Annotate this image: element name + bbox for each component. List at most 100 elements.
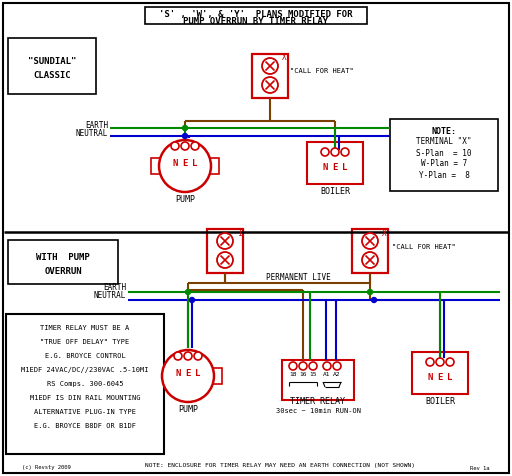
Text: Rev 1a: Rev 1a <box>471 466 490 470</box>
Text: A1: A1 <box>323 373 331 377</box>
Circle shape <box>436 358 444 366</box>
Text: L: L <box>193 159 198 169</box>
FancyBboxPatch shape <box>390 119 498 191</box>
Circle shape <box>368 289 373 295</box>
Circle shape <box>184 352 192 360</box>
Circle shape <box>217 252 233 268</box>
Text: ALTERNATIVE PLUG-IN TYPE: ALTERNATIVE PLUG-IN TYPE <box>34 409 136 415</box>
Text: OVERRUN: OVERRUN <box>44 267 82 276</box>
Text: L: L <box>343 163 348 172</box>
FancyBboxPatch shape <box>252 54 288 98</box>
Circle shape <box>174 352 182 360</box>
Circle shape <box>182 126 187 130</box>
Text: 30sec ~ 10min RUN-ON: 30sec ~ 10min RUN-ON <box>275 408 360 414</box>
FancyBboxPatch shape <box>6 314 164 454</box>
Text: BOILER: BOILER <box>320 188 350 197</box>
Text: (c) Revsty 2009: (c) Revsty 2009 <box>22 466 71 470</box>
Text: RS Comps. 300-6045: RS Comps. 300-6045 <box>47 381 123 387</box>
Text: TIMER RELAY: TIMER RELAY <box>290 397 346 407</box>
FancyBboxPatch shape <box>3 3 509 473</box>
Circle shape <box>333 362 341 370</box>
Text: 1: 1 <box>237 228 241 238</box>
Circle shape <box>181 142 189 150</box>
Text: L: L <box>447 374 453 383</box>
Circle shape <box>191 142 199 150</box>
Text: "CALL FOR HEAT": "CALL FOR HEAT" <box>290 68 354 74</box>
Text: "CALL FOR HEAT": "CALL FOR HEAT" <box>392 244 456 250</box>
FancyBboxPatch shape <box>154 368 163 384</box>
Circle shape <box>159 140 211 192</box>
FancyBboxPatch shape <box>207 229 243 273</box>
Text: NOTE:: NOTE: <box>432 127 457 136</box>
Text: "SUNDIAL": "SUNDIAL" <box>28 57 76 66</box>
Text: E: E <box>182 159 188 169</box>
FancyBboxPatch shape <box>145 7 367 24</box>
Text: CLASSIC: CLASSIC <box>33 70 71 79</box>
Text: M1EDF IS DIN RAIL MOUNTING: M1EDF IS DIN RAIL MOUNTING <box>30 395 140 401</box>
Circle shape <box>262 77 278 93</box>
Text: N: N <box>173 159 178 169</box>
Text: PUMP: PUMP <box>175 196 195 205</box>
Text: EARTH: EARTH <box>103 284 126 292</box>
Text: NOTE: ENCLOSURE FOR TIMER RELAY MAY NEED AN EARTH CONNECTION (NOT SHOWN): NOTE: ENCLOSURE FOR TIMER RELAY MAY NEED… <box>145 463 415 467</box>
Circle shape <box>341 148 349 156</box>
Text: N: N <box>323 163 328 172</box>
Text: TERMINAL "X": TERMINAL "X" <box>416 138 472 147</box>
Text: N: N <box>175 369 181 378</box>
Text: PUMP: PUMP <box>178 406 198 415</box>
Text: X: X <box>282 53 286 62</box>
Text: BOILER: BOILER <box>425 397 455 407</box>
Text: S-Plan  = 10: S-Plan = 10 <box>416 149 472 158</box>
Text: 16: 16 <box>299 373 307 377</box>
FancyBboxPatch shape <box>307 142 363 184</box>
Circle shape <box>362 252 378 268</box>
Circle shape <box>262 58 278 74</box>
Text: E.G. BROYCE B8DF OR B1DF: E.G. BROYCE B8DF OR B1DF <box>34 423 136 429</box>
Circle shape <box>446 358 454 366</box>
FancyBboxPatch shape <box>210 158 219 174</box>
Circle shape <box>299 362 307 370</box>
Text: TIMER RELAY MUST BE A: TIMER RELAY MUST BE A <box>40 325 130 331</box>
Circle shape <box>323 362 331 370</box>
Circle shape <box>426 358 434 366</box>
Circle shape <box>162 350 214 402</box>
Text: PUMP OVERRUN BY TIMER RELAY: PUMP OVERRUN BY TIMER RELAY <box>183 17 329 26</box>
FancyBboxPatch shape <box>151 158 160 174</box>
Circle shape <box>321 148 329 156</box>
Text: 'S' , 'W', & 'Y'  PLANS MODIFIED FOR: 'S' , 'W', & 'Y' PLANS MODIFIED FOR <box>159 10 353 19</box>
Circle shape <box>289 362 297 370</box>
Text: 18: 18 <box>289 373 297 377</box>
Circle shape <box>194 352 202 360</box>
Text: 15: 15 <box>309 373 317 377</box>
Circle shape <box>185 289 190 295</box>
Circle shape <box>171 142 179 150</box>
Text: NEUTRAL: NEUTRAL <box>94 291 126 300</box>
FancyBboxPatch shape <box>213 368 222 384</box>
Text: EARTH: EARTH <box>85 120 108 129</box>
Text: PERMANENT LIVE: PERMANENT LIVE <box>266 274 330 282</box>
FancyBboxPatch shape <box>282 360 354 400</box>
Text: M1EDF 24VAC/DC//230VAC .5-10MI: M1EDF 24VAC/DC//230VAC .5-10MI <box>22 367 149 373</box>
Text: A2: A2 <box>333 373 341 377</box>
Circle shape <box>189 298 195 303</box>
Text: N: N <box>428 374 433 383</box>
FancyBboxPatch shape <box>352 229 388 273</box>
FancyBboxPatch shape <box>8 38 96 94</box>
Text: E.G. BROYCE CONTROL: E.G. BROYCE CONTROL <box>45 353 125 359</box>
FancyBboxPatch shape <box>412 352 468 394</box>
Text: NEUTRAL: NEUTRAL <box>76 129 108 138</box>
Text: E: E <box>437 374 443 383</box>
Text: W-Plan = 7: W-Plan = 7 <box>421 159 467 169</box>
FancyBboxPatch shape <box>8 240 118 284</box>
Circle shape <box>182 133 187 139</box>
Text: E: E <box>185 369 190 378</box>
Text: L: L <box>195 369 201 378</box>
Circle shape <box>309 362 317 370</box>
Circle shape <box>362 233 378 249</box>
Text: E: E <box>332 163 338 172</box>
Text: Y-Plan =  8: Y-Plan = 8 <box>419 170 470 179</box>
Text: "TRUE OFF DELAY" TYPE: "TRUE OFF DELAY" TYPE <box>40 339 130 345</box>
Circle shape <box>372 298 376 303</box>
Circle shape <box>217 233 233 249</box>
Text: WITH  PUMP: WITH PUMP <box>36 254 90 262</box>
